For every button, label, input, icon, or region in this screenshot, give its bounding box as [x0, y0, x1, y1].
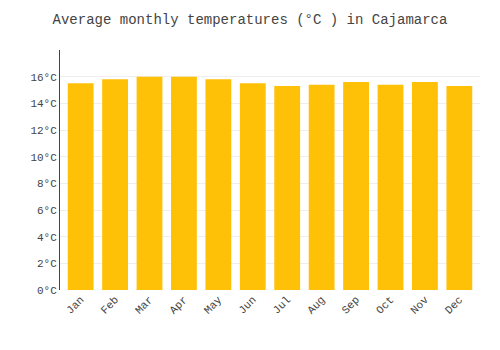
svg-text:Apr: Apr	[167, 294, 189, 316]
svg-text:Jun: Jun	[236, 294, 258, 316]
svg-text:8°C: 8°C	[37, 178, 57, 190]
svg-text:16°C: 16°C	[30, 72, 57, 84]
svg-text:Dec: Dec	[443, 294, 465, 316]
svg-text:Oct: Oct	[374, 294, 396, 316]
svg-text:0°C: 0°C	[37, 285, 57, 297]
svg-text:Jan: Jan	[64, 294, 86, 316]
svg-text:May: May	[202, 294, 225, 317]
svg-text:Mar: Mar	[133, 294, 155, 316]
svg-text:4°C: 4°C	[37, 232, 57, 244]
svg-text:Jul: Jul	[271, 294, 293, 316]
svg-text:6°C: 6°C	[37, 205, 57, 217]
svg-text:Aug: Aug	[305, 294, 327, 316]
svg-text:Feb: Feb	[99, 294, 121, 316]
svg-text:12°C: 12°C	[30, 125, 57, 137]
svg-text:Sep: Sep	[340, 294, 362, 316]
svg-text:14°C: 14°C	[30, 98, 57, 110]
svg-text:10°C: 10°C	[30, 152, 57, 164]
svg-text:Nov: Nov	[408, 294, 431, 317]
svg-text:Average monthly temperatures (: Average monthly temperatures (°C ) in Ca…	[53, 12, 448, 28]
svg-text:2°C: 2°C	[37, 258, 57, 270]
